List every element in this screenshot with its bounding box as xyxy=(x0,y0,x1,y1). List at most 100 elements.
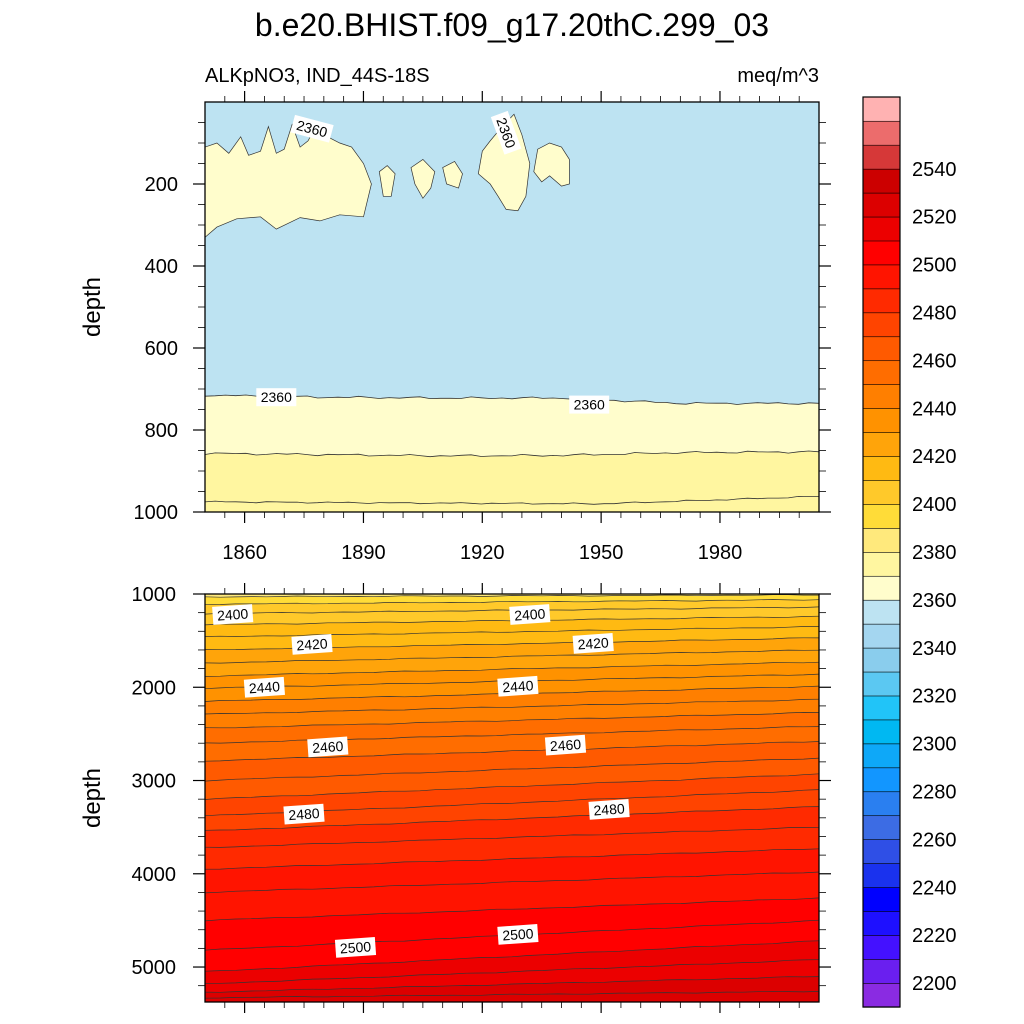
colorbar-label: 2440 xyxy=(912,398,957,420)
contour-line-2490 xyxy=(205,871,819,894)
lower-y-axis-title: depth xyxy=(79,768,106,828)
y-tick-label: 800 xyxy=(145,420,178,442)
svg-text:2400: 2400 xyxy=(514,605,546,623)
contour-line-2460 xyxy=(205,757,819,782)
surface-patch-2360 xyxy=(410,158,436,199)
contour-label: 2480 xyxy=(283,803,325,825)
svg-text:2400: 2400 xyxy=(217,605,249,623)
svg-text:2500: 2500 xyxy=(502,925,534,943)
surface-patch-2360 xyxy=(533,142,570,187)
contour-line-2410 xyxy=(205,626,819,637)
chart-title: b.e20.BHIST.f09_g17.20thC.299_03 xyxy=(255,7,769,43)
lower-plot-frame xyxy=(204,593,820,1003)
x-tick-label: 1860 xyxy=(222,542,267,564)
contour-line-2510 xyxy=(205,959,819,984)
colorbar-label: 2540 xyxy=(912,159,957,181)
y-tick-label: 2000 xyxy=(132,677,177,699)
contour-line xyxy=(205,495,819,505)
colorbar-swatch xyxy=(862,551,901,577)
contour-line-2440 xyxy=(205,698,819,715)
x-tick-label: 1950 xyxy=(579,542,624,564)
y-tick-label: 200 xyxy=(145,174,178,196)
colorbar-swatch xyxy=(862,288,901,314)
contour-label: 2440 xyxy=(243,676,285,698)
subtitle-left: ALKpNO3, IND_44S-18S xyxy=(205,65,430,87)
colorbar-swatch xyxy=(862,360,901,385)
svg-text:2440: 2440 xyxy=(248,678,280,696)
y-tick-label: 5000 xyxy=(132,957,177,979)
colorbar-swatch xyxy=(862,455,901,481)
colorbar-label: 2420 xyxy=(912,446,957,468)
contour-line-2515 xyxy=(205,976,819,993)
colorbar-swatch xyxy=(862,719,901,745)
surface-patch-2360 xyxy=(378,165,396,197)
colorbar-label: 2360 xyxy=(912,590,957,612)
svg-text:2460: 2460 xyxy=(312,738,344,756)
contour-label: 2420 xyxy=(572,633,614,654)
x-tick-label: 1890 xyxy=(341,542,386,564)
colorbar-swatch xyxy=(862,336,901,362)
units-label: meq/m^3 xyxy=(737,65,819,87)
colorbar-swatch xyxy=(862,934,901,960)
svg-text:2480: 2480 xyxy=(593,800,625,818)
contour-line-2505 xyxy=(205,940,819,972)
colorbar-swatch xyxy=(862,384,901,409)
colorbar-swatch xyxy=(862,815,901,840)
colorbar-label: 2380 xyxy=(912,542,957,564)
contour-line-2465 xyxy=(205,773,819,800)
colorbar-frame xyxy=(862,96,901,1008)
svg-text:2360: 2360 xyxy=(295,117,329,141)
colorbar-swatch xyxy=(862,120,901,146)
colorbar-swatch xyxy=(862,958,901,984)
band-2370-2380 xyxy=(205,451,819,512)
colorbar-swatch xyxy=(862,479,901,505)
upper-y-axis-title: depth xyxy=(79,277,106,337)
svg-text:2440: 2440 xyxy=(502,677,534,695)
contour-line-2520 xyxy=(205,990,819,999)
contour-line-2480 xyxy=(205,826,819,848)
contour-label: 2500 xyxy=(334,937,377,958)
contour-line-2425 xyxy=(205,661,819,677)
colorbar-swatch xyxy=(862,431,901,457)
colorbar-swatch xyxy=(862,144,901,170)
colorbar-swatch xyxy=(862,96,901,122)
colorbar-label: 2480 xyxy=(912,303,957,325)
colorbar-swatch xyxy=(862,767,901,793)
colorbar-label: 2500 xyxy=(912,255,957,277)
contour-line xyxy=(205,394,819,405)
colorbar-label: 2320 xyxy=(912,686,957,708)
svg-text:2480: 2480 xyxy=(288,805,320,823)
contour-label: 2460 xyxy=(307,736,349,758)
contour-label: 2360 xyxy=(569,395,610,414)
colorbar-label: 2280 xyxy=(912,782,957,804)
svg-text:2420: 2420 xyxy=(577,634,609,652)
contour-line-2390 xyxy=(205,594,819,598)
contour-label: 2400 xyxy=(212,604,254,625)
colorbar: 2200 2220 2240 2260 2280 2300 2320 2340 2360 2380… xyxy=(862,96,957,1008)
contour-label: 2460 xyxy=(544,734,587,756)
x-tick-label: 1980 xyxy=(698,542,743,564)
y-tick-label: 400 xyxy=(145,256,178,278)
colorbar-swatch xyxy=(862,599,901,625)
colorbar-label: 2240 xyxy=(912,877,957,899)
contour-line-2445 xyxy=(205,712,819,729)
contour-label: 2440 xyxy=(497,675,539,697)
colorbar-label: 2460 xyxy=(912,350,957,372)
colorbar-swatch xyxy=(862,264,901,290)
colorbar-swatch xyxy=(862,791,901,817)
colorbar-swatch xyxy=(862,527,901,553)
contour-label: 2500 xyxy=(497,924,539,945)
lower-panel: 2400 2400 2420 2420 2440 2440 2460 2460 2480 2480… xyxy=(79,583,831,1013)
colorbar-swatch xyxy=(862,216,901,242)
surface-patch-2360 xyxy=(442,160,463,189)
colorbar-swatch xyxy=(862,623,901,649)
colorbar-swatch xyxy=(862,910,901,936)
contour-line-2420 xyxy=(205,649,819,664)
colorbar-label: 2220 xyxy=(912,925,957,947)
colorbar-swatch xyxy=(862,647,901,673)
colorbar-label: 2260 xyxy=(912,829,957,851)
contour-label: 2480 xyxy=(588,799,630,820)
colorbar-label: 2340 xyxy=(912,638,957,660)
